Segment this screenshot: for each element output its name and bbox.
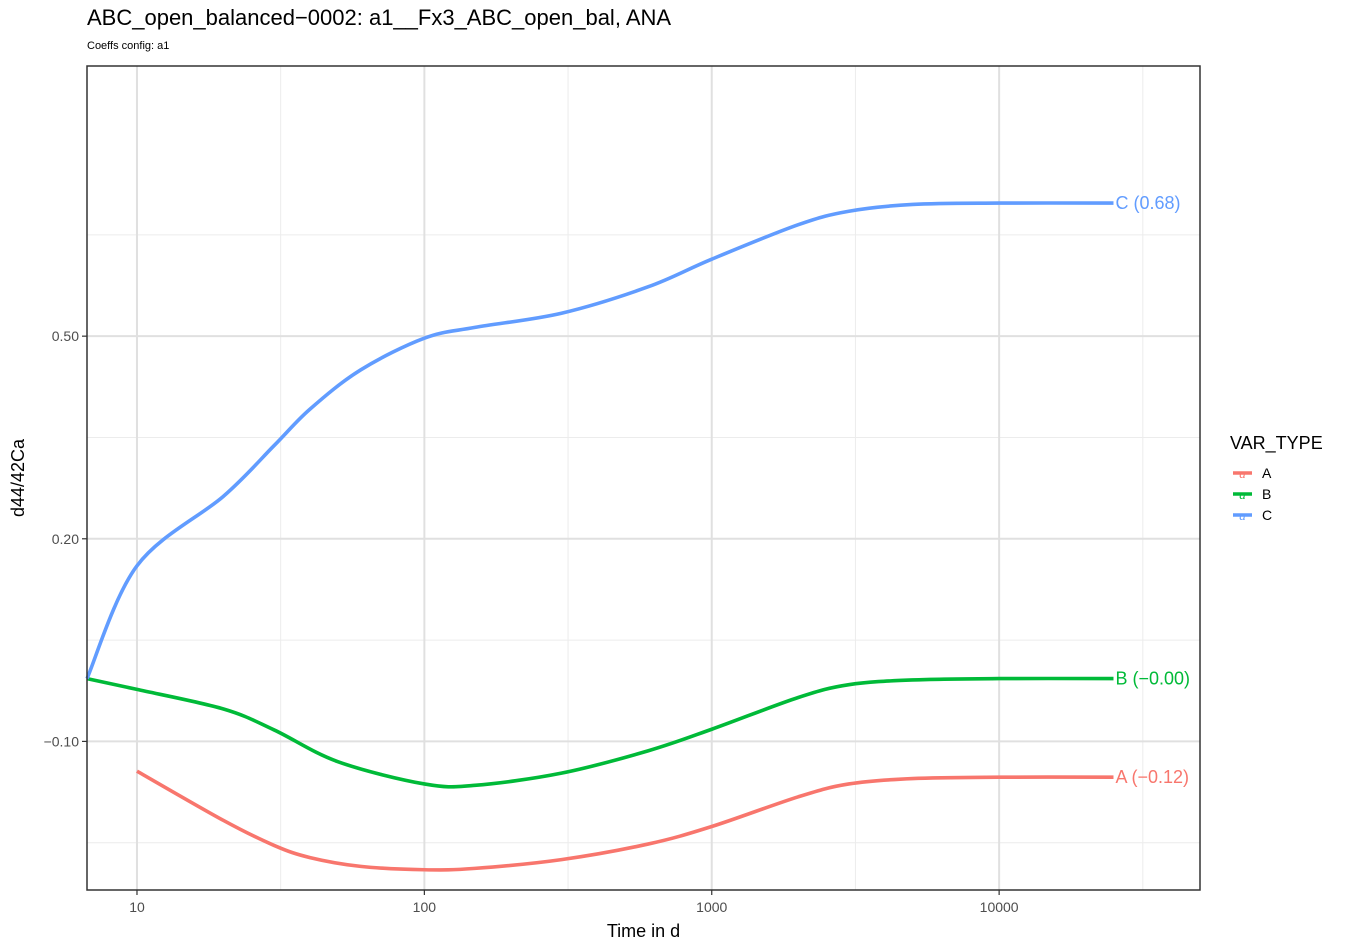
y-tick-label: −0.10 [44,733,80,749]
legend-label-a: A [1262,465,1272,481]
x-axis-title: Time in d [607,921,680,941]
legend-label-c: C [1262,507,1272,523]
legend-label-b: B [1262,486,1271,502]
svg-text:a: a [1239,508,1246,523]
svg-text:a: a [1239,466,1246,481]
series-end-labels: A (−0.12) B (−0.00) C (0.68) [1115,193,1190,787]
x-axis: 10 100 1000 10000 [129,890,1019,915]
y-tick-label: 0.50 [52,328,79,344]
y-tick-label: 0.20 [52,531,79,547]
y-axis: −0.10 0.20 0.50 [44,328,87,749]
end-label-c: C (0.68) [1115,193,1180,213]
y-axis-title: d44/42Ca [8,438,28,517]
x-tick-label: 10 [129,899,145,915]
end-label-b: B (−0.00) [1115,669,1190,689]
x-tick-label: 10000 [980,899,1019,915]
svg-text:a: a [1239,487,1246,502]
series-line-b [86,676,1114,789]
major-gridlines [87,66,1200,890]
legend-key-a: a [1233,466,1252,481]
legend: VAR_TYPE a Aa Ba C [1230,433,1323,523]
legend-key-b: a [1233,487,1252,502]
end-label-a: A (−0.12) [1115,767,1189,787]
chart-subtitle: Coeffs config: a1 [87,40,170,52]
minor-gridlines [87,66,1200,890]
legend-key-c: a [1233,508,1252,523]
chart-title: ABC_open_balanced−0002: a1__Fx3_ABC_open… [87,5,672,30]
series-lines [85,201,1114,872]
legend-title: VAR_TYPE [1230,433,1323,454]
series-line-a [136,769,1114,872]
plot-panel-border [86,65,1201,891]
series-line-c [85,201,1114,680]
x-tick-label: 100 [413,899,437,915]
x-tick-label: 1000 [696,899,727,915]
